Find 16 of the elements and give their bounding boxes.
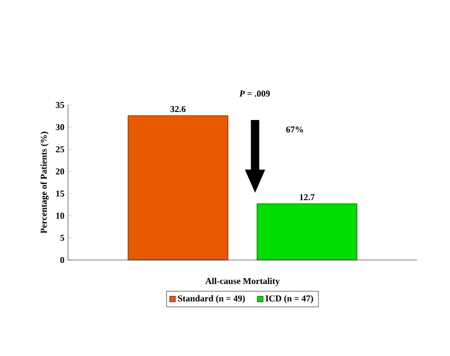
data-label: 32.6	[170, 106, 186, 112]
y-tick-label: 25	[56, 146, 64, 152]
y-tick-label: 10	[56, 212, 64, 219]
y-axis-title: Percentage of Patients (%)	[40, 132, 49, 234]
y-tick-label: 35	[56, 102, 64, 108]
x-tick-label: All-cause Mortality	[205, 278, 280, 286]
legend-label: ICD (n = 47)	[266, 295, 314, 304]
y-tick-label: 0	[60, 256, 64, 264]
data-label: 12.7	[300, 194, 315, 200]
y-tick-label: 30	[56, 124, 64, 130]
text: P = .009	[239, 90, 270, 97]
y-tick-label: 5	[60, 234, 64, 241]
legend-label: Standard (n = 49)	[178, 295, 245, 304]
y-tick-label: 20	[56, 168, 64, 174]
annotation: 67%	[286, 126, 303, 133]
y-tick-label: 15	[56, 190, 64, 197]
